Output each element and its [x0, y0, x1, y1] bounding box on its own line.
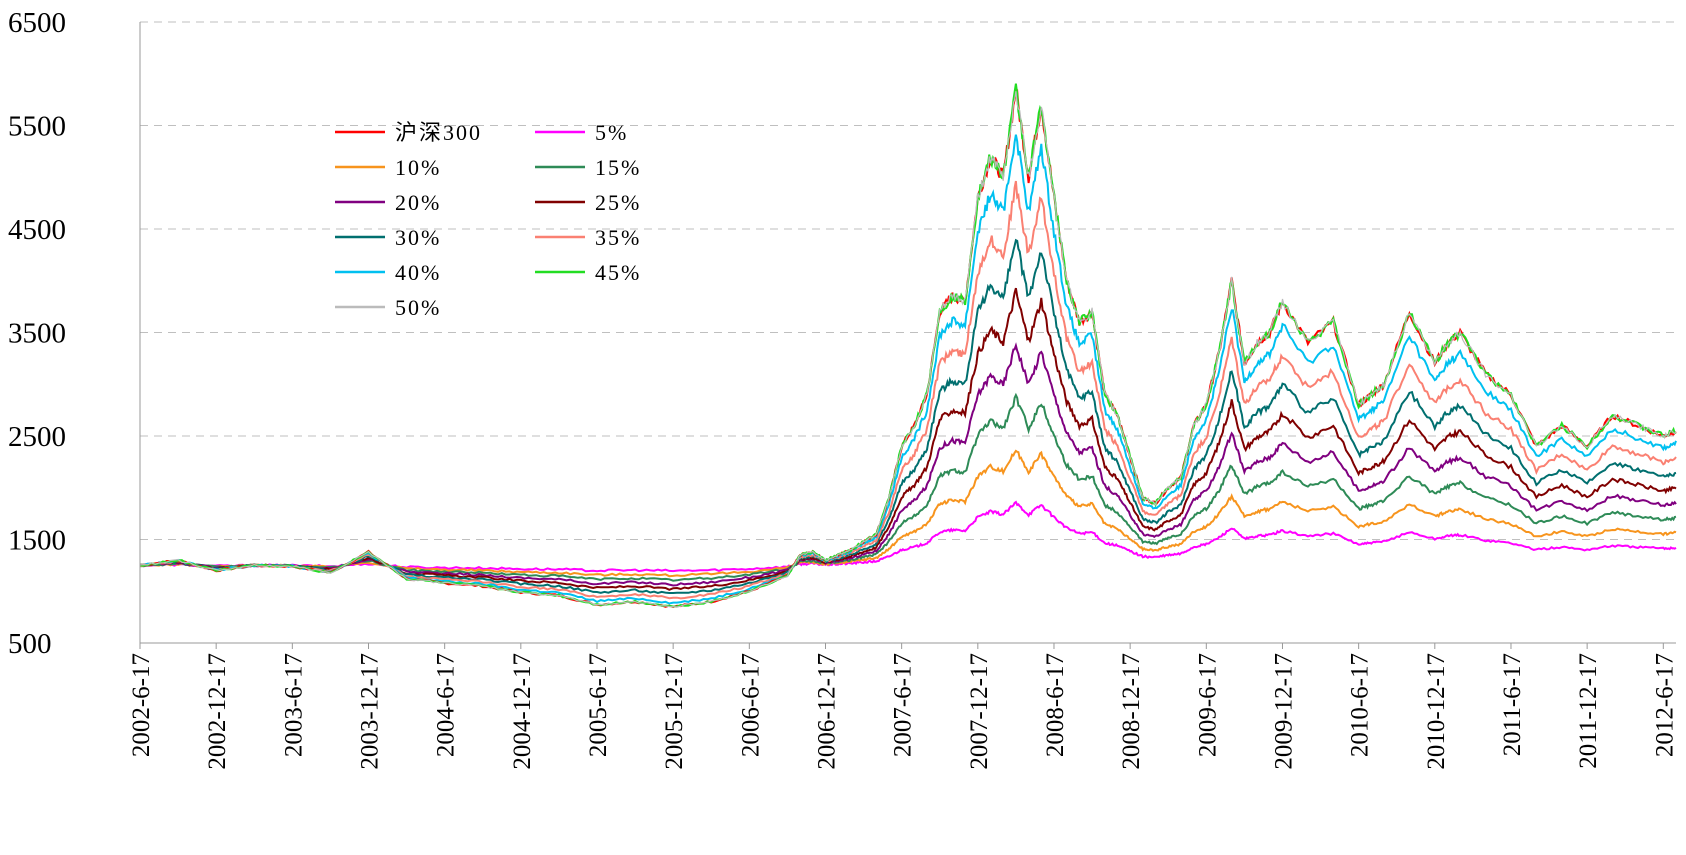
- series-line-50pct: [139, 91, 1677, 608]
- y-tick-label: 4500: [8, 214, 66, 246]
- legend: 沪深300 5% 10% 15% 20% 25% 30% 35% 40% 45% 50%: [335, 120, 641, 320]
- x-tick-label: 2011-6-17: [1499, 653, 1526, 756]
- x-tick-label: 2007-12-17: [966, 653, 993, 770]
- x-tick-label: 2003-6-17: [280, 653, 307, 757]
- x-tick-label: 2009-12-17: [1270, 653, 1297, 770]
- series-lines: [139, 83, 1677, 608]
- x-tick-label: 2002-12-17: [204, 653, 231, 770]
- legend-label: 40%: [395, 260, 441, 285]
- x-tick-label: 2009-6-17: [1194, 653, 1221, 757]
- series-line-30pct: [139, 238, 1677, 595]
- legend-label: 45%: [595, 260, 641, 285]
- legend-label: 5%: [595, 120, 628, 145]
- x-tick-label: 2005-6-17: [585, 653, 612, 757]
- y-axis-ticks: 6500 5500 4500 3500 2500 1500 500: [8, 7, 66, 660]
- x-tick-label: 2006-6-17: [737, 653, 764, 757]
- x-tick-label: 2005-12-17: [661, 653, 688, 770]
- x-tick-label: 2010-12-17: [1423, 653, 1450, 770]
- series-line-40pct: [139, 134, 1677, 605]
- axes: [139, 22, 1676, 644]
- legend-label: 15%: [595, 155, 641, 180]
- x-tick-label: 2006-12-17: [813, 653, 840, 770]
- x-tick-label: 2012-6-17: [1651, 653, 1678, 757]
- y-tick-label: 3500: [8, 318, 66, 350]
- x-tick-label: 2008-12-17: [1118, 653, 1145, 770]
- x-tick-label: 2011-12-17: [1575, 653, 1602, 769]
- y-tick-label: 1500: [8, 525, 66, 557]
- legend-label: 30%: [395, 225, 441, 250]
- x-tick-label: 2003-12-17: [356, 653, 383, 770]
- y-tick-label: 2500: [8, 421, 66, 453]
- x-tick-label: 2004-12-17: [509, 653, 536, 770]
- legend-label: 35%: [595, 225, 641, 250]
- y-tick-label: 6500: [8, 7, 66, 39]
- legend-label: 25%: [595, 190, 641, 215]
- x-tick-label: 2004-6-17: [433, 653, 460, 757]
- legend-label: 20%: [395, 190, 441, 215]
- legend-label: 50%: [395, 295, 441, 320]
- series-line-15pct: [140, 392, 1677, 582]
- x-tick-label: 2008-6-17: [1042, 653, 1069, 757]
- legend-label: 沪深300: [395, 120, 482, 145]
- x-tick-label: 2010-6-17: [1347, 653, 1374, 757]
- y-tick-label: 5500: [8, 111, 66, 143]
- series-line-5pct: [139, 500, 1677, 573]
- x-tick-label: 2007-6-17: [890, 653, 917, 757]
- series-line-35pct: [139, 180, 1677, 600]
- series-line-20pct: [139, 342, 1677, 587]
- series-line-25pct: [139, 287, 1677, 591]
- series-line-10pct: [139, 449, 1677, 578]
- y-tick-label: 500: [8, 628, 52, 660]
- x-tick-label: 2002-6-17: [128, 653, 155, 757]
- x-axis-ticks: 2002-6-17 2002-12-17 2003-6-17 2003-12-17 20…: [128, 643, 1678, 770]
- legend-label: 10%: [395, 155, 441, 180]
